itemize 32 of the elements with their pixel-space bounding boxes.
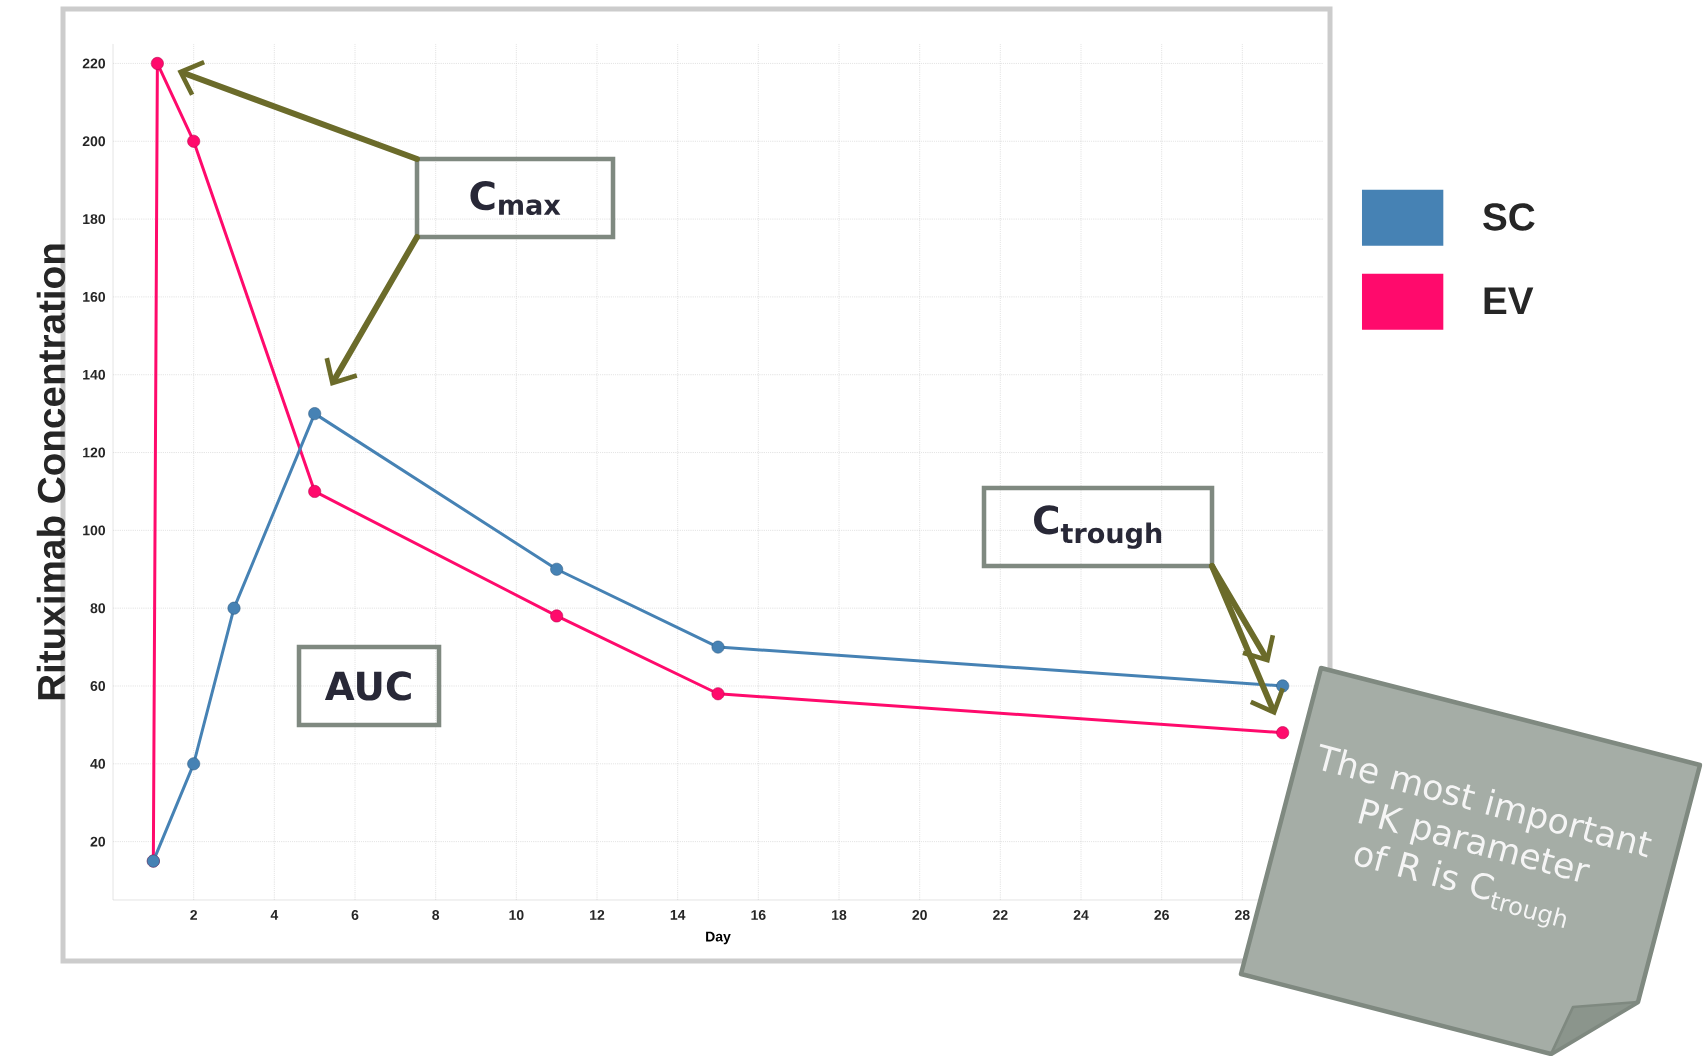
legend-label: EV	[1484, 287, 1534, 315]
x-tick-label: 4	[270, 910, 279, 920]
x-tick-label: 18	[832, 910, 847, 920]
y-tick-label: 140	[83, 369, 106, 380]
y-axis-title: Rituximab Concentration	[36, 244, 66, 700]
x-tick-label: 26	[1154, 910, 1169, 920]
annotation: C$_{trough}$	[1034, 505, 1162, 549]
annotation: AUC	[324, 671, 411, 701]
x-tick-label: 14	[670, 910, 686, 920]
x-tick-label: 8	[432, 910, 440, 920]
annotation: C$_{max}$	[470, 180, 561, 216]
x-tick-label: 24	[1073, 910, 1089, 920]
y-tick-label: 60	[90, 681, 106, 691]
x-tick-label: 10	[509, 910, 524, 920]
x-tick-label: 12	[590, 910, 605, 920]
y-tick-label: 180	[83, 214, 106, 225]
x-tick-label: 16	[751, 910, 766, 920]
y-tick-label: 200	[82, 136, 106, 147]
y-tick-label: 120	[83, 447, 106, 458]
x-tick-label: 6	[351, 910, 359, 920]
y-tick-label: 100	[83, 525, 106, 536]
y-tick-label: 160	[83, 291, 106, 302]
y-tick-label: 80	[90, 603, 106, 614]
y-tick-label: 20	[90, 836, 106, 847]
x-tick-label: 20	[912, 910, 927, 920]
x-tick-label: 28	[1235, 910, 1250, 920]
y-tick-label: 40	[90, 758, 106, 769]
y-tick-label: 220	[82, 58, 106, 69]
legend-label: SC	[1483, 203, 1535, 231]
x-tick-label: 22	[993, 910, 1008, 920]
x-axis-title: Day	[706, 931, 731, 945]
x-tick-label: 2	[190, 910, 197, 920]
